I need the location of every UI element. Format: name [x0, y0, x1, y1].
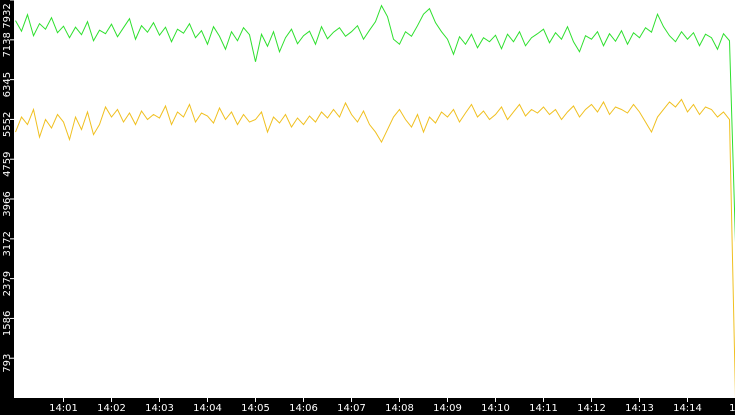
x-tick-label: 14:08: [385, 403, 414, 414]
x-tick-label: 14:07: [337, 403, 366, 414]
x-tick-label: 14: [729, 403, 735, 414]
x-tick-label: 14:12: [577, 403, 606, 414]
y-tick-label: 7138: [2, 32, 13, 57]
x-tick-label: 14:04: [193, 403, 222, 414]
x-tick-label: 14:05: [241, 403, 270, 414]
x-tick-label: 14:03: [145, 403, 174, 414]
y-tick-label: 4759: [2, 151, 13, 176]
x-tick-label: 14:11: [529, 403, 558, 414]
x-tick-label: 14:10: [481, 403, 510, 414]
x-tick-label: 14:13: [625, 403, 654, 414]
series-line: [15, 4, 735, 243]
plot-area: [14, 0, 735, 398]
x-tick-label: 14:02: [97, 403, 126, 414]
x-tick-label: 14:01: [49, 403, 78, 414]
y-tick-label: 3172: [2, 231, 13, 256]
series-line: [15, 98, 735, 399]
y-tick-label: 7932: [2, 3, 13, 28]
y-tick-label: 6345: [2, 72, 13, 97]
y-tick-label: 793: [2, 354, 13, 373]
y-tick-label: 2379: [2, 271, 13, 296]
y-tick-label: 5552: [2, 112, 13, 137]
y-tick-label: 1586: [2, 311, 13, 336]
x-tick-label: 14:14: [673, 403, 702, 414]
y-tick-label: 3966: [2, 191, 13, 216]
x-tick-label: 14:06: [289, 403, 318, 414]
x-tick-label: 14:09: [433, 403, 462, 414]
